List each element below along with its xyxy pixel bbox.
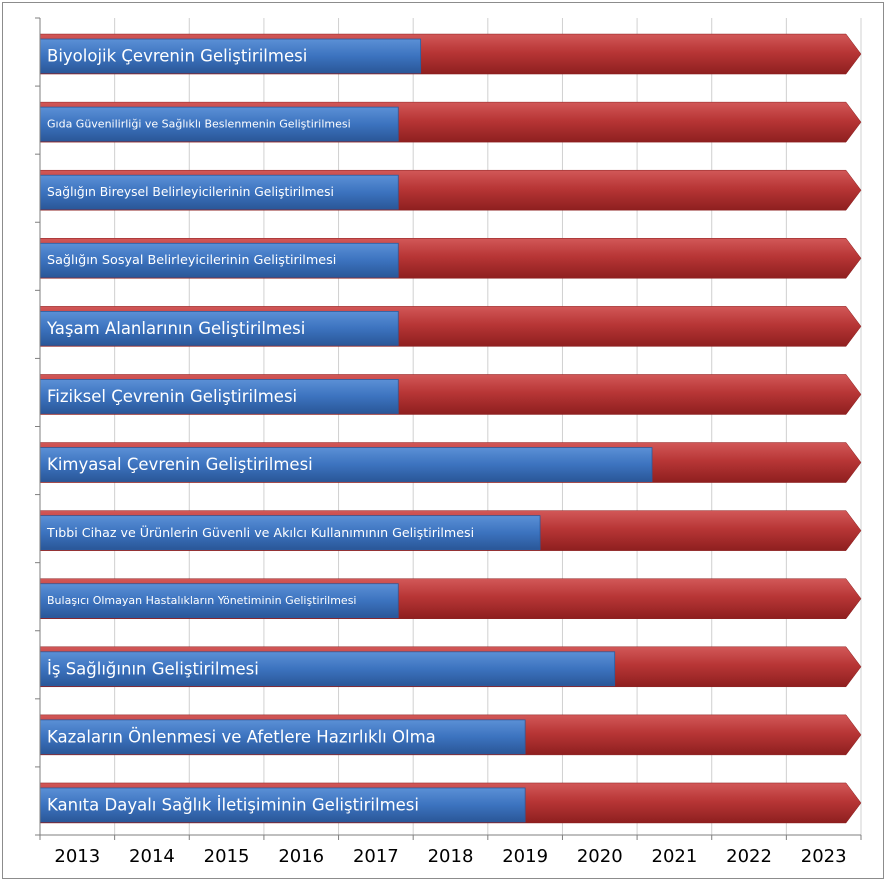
bar-label: Sağlığın Bireysel Belirleyicilerinin Gel… — [47, 185, 334, 199]
bar-label: Gıda Güvenilirliği ve Sağlıklı Beslenmen… — [47, 118, 351, 131]
bar-label: Fiziksel Çevrenin Geliştirilmesi — [47, 387, 297, 406]
progress-bar — [39, 242, 399, 278]
bar-label: Kanıta Dayalı Sağlık İletişiminin Gelişt… — [47, 795, 419, 814]
x-tick-label: 2020 — [577, 846, 623, 867]
x-tick-label: 2021 — [652, 846, 698, 867]
bar-label: Kimyasal Çevrenin Geliştirilmesi — [47, 455, 313, 474]
bar-label: Biyolojik Çevrenin Geliştirilmesi — [47, 47, 307, 66]
bar-label: Bulaşıcı Olmayan Hastalıkların Yönetimin… — [47, 594, 357, 607]
x-tick-label: 2013 — [54, 846, 100, 867]
x-tick-label: 2017 — [353, 846, 399, 867]
bar-label: Tıbbi Cihaz ve Ürünlerin Güvenli ve Akıl… — [46, 524, 474, 540]
axes: 2013 2014 2015 2016 2017 2018 2019 2020 2021 2022… — [35, 17, 862, 867]
progress-bar — [39, 310, 399, 346]
progress-bar — [39, 719, 526, 755]
progress-bar — [39, 651, 616, 687]
progress-bar — [39, 38, 422, 74]
progress-bar — [39, 583, 399, 619]
x-tick-label: 2018 — [428, 846, 474, 867]
bar-label: Sağlığın Sosyal Belirleyicilerinin Geliş… — [47, 253, 336, 268]
progress-bar — [39, 379, 399, 414]
bar-label: Kazaların Önlenmesi ve Afetlere Hazırlık… — [47, 727, 436, 746]
progress-bar — [39, 787, 526, 823]
bar-label: İş Sağlığının Geliştirilmesi — [47, 659, 259, 678]
x-tick-label: 2023 — [801, 846, 847, 867]
x-tick-label: 2014 — [129, 846, 175, 867]
progress-bar — [39, 515, 541, 551]
progress-bar — [39, 174, 399, 210]
progress-bar — [39, 106, 399, 142]
bars: Biyolojik Çevrenin Geliştirilmesi Gıda Gü… — [39, 33, 862, 824]
x-tick-label: 2022 — [726, 846, 772, 867]
x-tick-label: 2016 — [278, 846, 324, 867]
x-tick-label: 2015 — [204, 846, 250, 867]
x-tick-label: 2019 — [502, 846, 548, 867]
bar-label: Yaşam Alanlarının Geliştirilmesi — [46, 319, 305, 338]
